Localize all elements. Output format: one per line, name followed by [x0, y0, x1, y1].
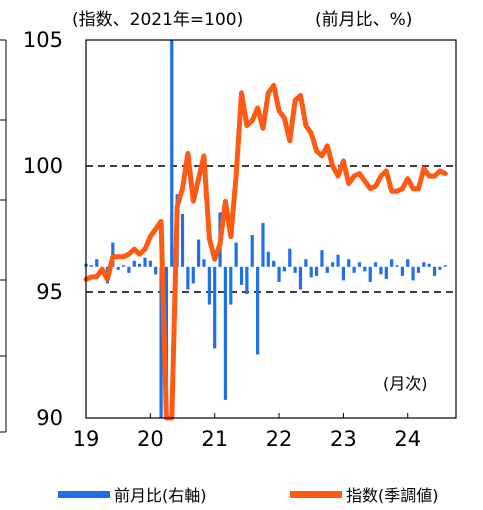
mom-bar: [293, 266, 297, 273]
mom-bar: [207, 266, 211, 305]
mom-bar: [411, 266, 415, 281]
x-tick-label: 21: [201, 427, 228, 451]
mom-bar: [272, 260, 276, 267]
mom-bar: [390, 259, 394, 267]
reference-lines: [86, 165, 456, 293]
mom-bar: [256, 266, 260, 355]
mom-bar: [154, 266, 158, 275]
mom-bar: [416, 266, 421, 273]
legend-swatch-mom: [58, 491, 110, 498]
mom-bar: [250, 235, 254, 267]
index-line: [83, 82, 448, 421]
mom-bar: [213, 266, 217, 349]
mom-bar: [395, 265, 399, 267]
x-tick-label: 19: [73, 427, 100, 451]
left-unit-label: (指数、2021年=100): [72, 10, 243, 30]
mom-bar: [127, 266, 131, 273]
x-tick-label: 22: [266, 427, 293, 451]
mom-bar: [304, 259, 308, 267]
legend-swatch-index: [290, 491, 342, 498]
mom-bar: [320, 250, 324, 267]
mom-bar: [261, 222, 265, 267]
mom-bar: [116, 266, 120, 270]
mom-bar: [336, 254, 340, 267]
plot-frame: [85, 39, 457, 419]
mom-bar: [229, 266, 233, 305]
mom-bar: [379, 266, 383, 275]
plot-background: [86, 40, 456, 418]
mom-bar: [234, 242, 238, 267]
mom-bar: [266, 251, 270, 267]
mom-bar: [298, 266, 303, 290]
mom-bar: [384, 266, 388, 279]
mom-bar: [180, 213, 185, 267]
mom-bar: [422, 262, 426, 267]
mom-bar: [432, 266, 437, 276]
plot-area: [83, 39, 457, 421]
mom-bar: [363, 266, 367, 272]
mom-bar: [325, 266, 329, 273]
mom-bar: [427, 263, 431, 267]
mom-bar: [138, 263, 142, 267]
mom-bar: [148, 260, 152, 267]
mom-bar: [443, 265, 447, 267]
mom-bar: [89, 265, 93, 267]
mom-bar: [277, 266, 281, 282]
mom-bar: [191, 266, 195, 284]
mom-bar: [95, 259, 99, 267]
mom-bar: [282, 266, 286, 272]
left-tick-label: 95: [36, 280, 63, 304]
mom-bar: [245, 266, 249, 295]
x-axis-ticks: 19 20 21 22 23 24: [73, 413, 421, 451]
mom-bar: [357, 262, 362, 267]
mom-bar: [341, 266, 345, 281]
mom-bar: [331, 262, 335, 267]
mom-bar: [400, 266, 404, 276]
mom-bar: [406, 259, 410, 267]
mom-bar: [309, 266, 313, 278]
mom-bar: [197, 239, 201, 267]
left-tick-label: 90: [36, 406, 63, 430]
mom-bar: [223, 266, 228, 400]
mom-bar: [314, 266, 319, 276]
mom-bar: [143, 257, 147, 267]
right-unit-label: (前月比、%): [315, 10, 412, 30]
x-tick-label: 20: [137, 427, 164, 451]
index-line-series: [83, 82, 448, 421]
mom-bar: [288, 248, 292, 267]
legend: 前月比(右軸) 指数(季調値): [58, 486, 439, 505]
mom-bar: [347, 259, 351, 267]
mom-bar: [368, 266, 372, 282]
left-tick-label: 100: [23, 154, 63, 178]
mom-bar: [438, 266, 442, 270]
mom-bar: [132, 260, 136, 267]
legend-label-mom: 前月比(右軸): [114, 486, 207, 505]
x-tick-label: 23: [330, 427, 357, 451]
left-tick-label: 105: [23, 28, 63, 52]
legend-label-index: 指数(季調値): [346, 486, 439, 505]
mom-bar: [239, 266, 244, 285]
mom-bar: [202, 259, 206, 267]
mom-bar: [186, 266, 190, 290]
mom-bar: [159, 266, 163, 418]
left-axis-ticks: 90 95 100 105: [23, 28, 91, 430]
x-note: (月次): [383, 374, 428, 393]
mom-bar: [373, 262, 378, 267]
mom-bar: [121, 265, 126, 267]
mom-bar: [352, 266, 356, 273]
mom-bar: [170, 40, 174, 267]
x-tick-label: 24: [394, 427, 421, 451]
